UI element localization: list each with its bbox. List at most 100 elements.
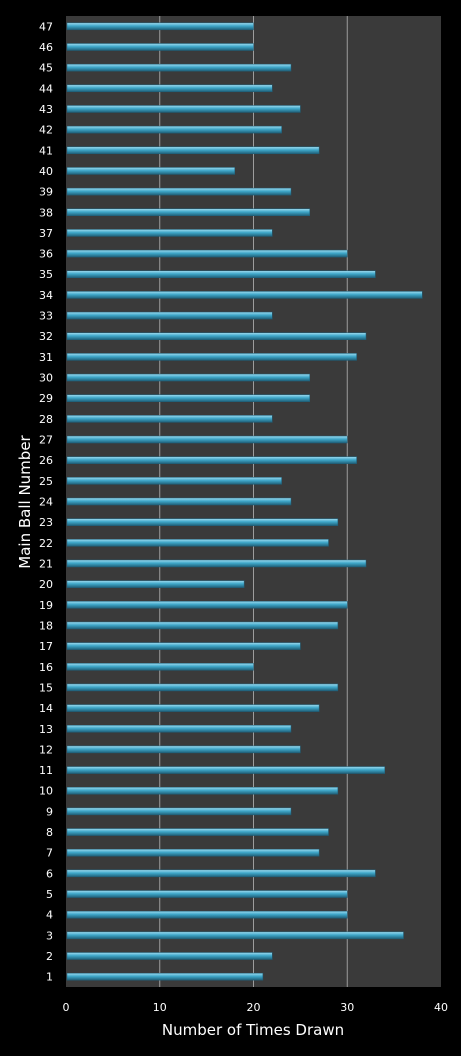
bar-40 xyxy=(66,167,235,175)
bar-32 xyxy=(66,332,367,340)
bar-45 xyxy=(66,63,292,72)
bar-31 xyxy=(66,353,357,361)
y-tick-label: 20 xyxy=(39,578,53,591)
y-tick-label: 19 xyxy=(39,599,53,612)
bar-25 xyxy=(66,477,282,485)
bar-9 xyxy=(66,807,292,816)
y-tick-label: 13 xyxy=(39,723,53,736)
bar-1 xyxy=(66,972,264,981)
y-tick-label: 12 xyxy=(39,743,53,756)
y-tick-label: 1 xyxy=(46,971,53,984)
y-tick-label: 16 xyxy=(39,661,53,674)
y-tick-label: 9 xyxy=(46,805,53,818)
y-tick-label: 41 xyxy=(39,144,53,157)
y-tick-label: 45 xyxy=(39,62,53,75)
bar-46 xyxy=(66,43,254,51)
bar-36 xyxy=(66,249,348,258)
bar-42 xyxy=(66,125,282,134)
y-tick-label: 36 xyxy=(39,248,53,261)
y-tick-label: 11 xyxy=(39,764,53,777)
bar-6 xyxy=(66,869,376,878)
y-tick-label: 34 xyxy=(39,289,53,302)
y-tick-label: 24 xyxy=(39,496,53,509)
y-tick-labels: 1234567891011121314151617181920212223242… xyxy=(39,20,53,983)
y-tick-label: 25 xyxy=(39,475,53,488)
y-tick-label: 5 xyxy=(46,888,53,901)
y-tick-label: 23 xyxy=(39,516,53,529)
x-tick-labels: 0 10 20 30 40 xyxy=(63,1001,449,1014)
bar-27 xyxy=(66,435,348,444)
y-tick-label: 29 xyxy=(39,392,53,405)
x-tick-label: 40 xyxy=(434,1001,448,1014)
bar-2 xyxy=(66,952,273,960)
bar-14 xyxy=(66,704,320,712)
x-tick-label: 10 xyxy=(153,1001,167,1014)
bar-43 xyxy=(66,105,301,113)
bar-28 xyxy=(66,415,273,423)
y-tick-label: 27 xyxy=(39,434,53,447)
y-tick-label: 18 xyxy=(39,619,53,632)
y-tick-label: 7 xyxy=(46,847,53,860)
bar-23 xyxy=(66,518,339,526)
y-tick-label: 42 xyxy=(39,124,53,137)
x-axis-title: Number of Times Drawn xyxy=(162,1021,344,1039)
bar-30 xyxy=(66,373,310,382)
bar-47 xyxy=(66,22,254,31)
bar-10 xyxy=(66,786,339,795)
y-tick-label: 35 xyxy=(39,268,53,281)
bar-3 xyxy=(66,931,404,940)
bar-29 xyxy=(66,394,310,402)
y-tick-label: 3 xyxy=(46,929,53,942)
y-tick-label: 2 xyxy=(46,950,53,963)
y-tick-label: 6 xyxy=(46,867,53,880)
y-tick-label: 33 xyxy=(39,310,53,323)
y-tick-label: 32 xyxy=(39,330,53,343)
bar-35 xyxy=(66,270,376,278)
bar-33 xyxy=(66,311,273,320)
bar-17 xyxy=(66,642,301,650)
bar-16 xyxy=(66,663,254,671)
x-tick-label: 30 xyxy=(340,1001,354,1014)
y-tick-label: 38 xyxy=(39,206,53,219)
bar-24 xyxy=(66,497,292,506)
x-tick-label: 20 xyxy=(247,1001,261,1014)
y-tick-label: 31 xyxy=(39,351,53,364)
y-tick-label: 47 xyxy=(39,20,53,33)
bar-7 xyxy=(66,848,320,857)
y-tick-label: 40 xyxy=(39,165,53,178)
bar-20 xyxy=(66,580,245,588)
bar-34 xyxy=(66,291,423,299)
y-axis-title: Main Ball Number xyxy=(16,434,34,568)
y-tick-label: 37 xyxy=(39,227,53,240)
bar-44 xyxy=(66,84,273,93)
y-tick-label: 15 xyxy=(39,681,53,694)
bar-37 xyxy=(66,229,273,237)
bar-8 xyxy=(66,828,329,836)
y-tick-label: 8 xyxy=(46,826,53,839)
bar-13 xyxy=(66,725,292,733)
y-tick-label: 46 xyxy=(39,41,53,54)
bar-26 xyxy=(66,456,357,464)
bar-19 xyxy=(66,601,348,609)
y-tick-label: 4 xyxy=(46,909,53,922)
bar-12 xyxy=(66,745,301,754)
bar-38 xyxy=(66,208,310,217)
y-tick-label: 44 xyxy=(39,82,53,95)
bar-15 xyxy=(66,683,339,692)
x-tick-label: 0 xyxy=(63,1001,70,1014)
bar-41 xyxy=(66,146,320,155)
y-tick-label: 39 xyxy=(39,186,53,199)
y-tick-label: 26 xyxy=(39,454,53,467)
bars xyxy=(66,22,423,981)
y-tick-label: 43 xyxy=(39,103,53,116)
bar-39 xyxy=(66,187,292,196)
y-tick-label: 21 xyxy=(39,557,53,570)
bar-21 xyxy=(66,559,367,568)
y-tick-label: 17 xyxy=(39,640,53,653)
y-tick-label: 22 xyxy=(39,537,53,550)
y-tick-label: 10 xyxy=(39,785,53,798)
bar-22 xyxy=(66,539,329,547)
y-tick-label: 14 xyxy=(39,702,53,715)
